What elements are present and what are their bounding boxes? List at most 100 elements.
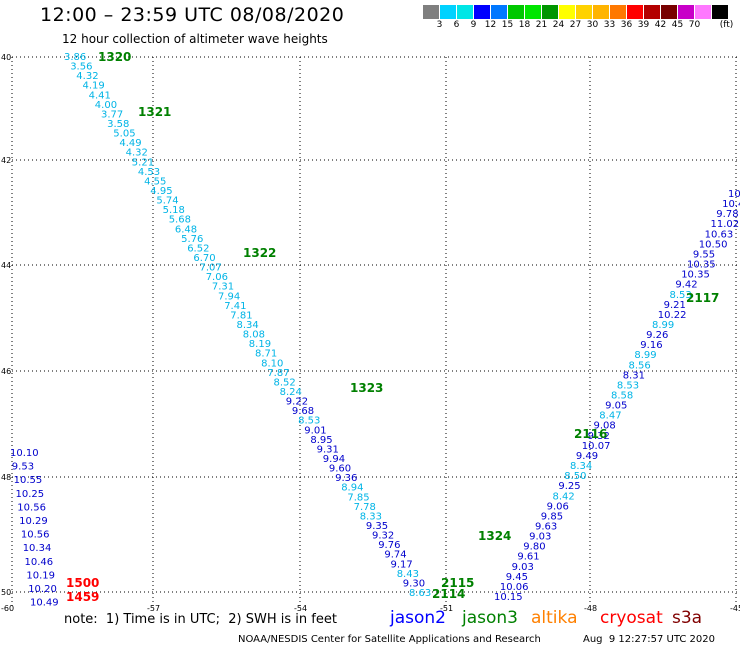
swh-value: 4.95 [150,186,172,197]
swh-value: 8.10 [261,358,283,369]
swh-value: 9.94 [323,454,345,465]
swh-value: 8.42 [553,491,575,502]
swh-value: 10.07 [582,441,611,452]
swh-value: 10 [728,189,740,200]
swh-value: 10.10 [10,448,39,459]
swh-value: 10.06 [500,582,529,593]
swh-value: 9.17 [391,559,413,570]
swh-value: 8.43 [397,569,419,580]
swh-value: 6.70 [193,253,215,264]
swh-value: 8.94 [341,483,363,494]
swh-value: 7.78 [354,502,376,513]
color-swatch [440,5,457,19]
swh-value: 9.22 [286,397,308,408]
swh-value: 8.08 [243,330,265,341]
swh-value: 10.20 [28,584,57,595]
swh-value: 9.30 [403,578,425,589]
swh-value: 9.55 [693,249,715,260]
pass-time-label: 2116 [574,427,607,441]
color-swatch [576,5,593,19]
swh-value: 9.06 [547,501,569,512]
swh-value: 8.95 [310,435,332,446]
swh-value: 10.15 [494,592,523,603]
lat-label: 42 [1,156,11,165]
swh-value: 9.01 [304,425,326,436]
scale-tick-label: 39 [637,20,650,30]
swh-value: 4.00 [95,100,117,111]
pass-time-label: 1323 [350,381,383,395]
color-swatch [559,5,576,19]
swh-value: 5.21 [132,157,154,168]
lat-label: 46 [1,367,11,376]
pass-time-label: 2117 [686,291,719,305]
swh-value: 8.19 [249,339,271,350]
satellite-label-jason3: jason3 [462,608,518,628]
swh-value: 10.35 [681,270,710,281]
scale-tick-label: 3 [436,20,443,30]
scale-tick-label: 9 [470,20,477,30]
lon-label: -54 [294,604,307,613]
swh-value: 9.63 [535,522,557,533]
lat-label: 40 [1,53,11,62]
swh-value: 10.55 [14,475,43,486]
color-swatch [474,5,491,19]
swh-value: 8.53 [298,416,320,427]
swh-value: 7.81 [230,310,252,321]
swh-value: 4.32 [76,71,98,82]
swh-value: 6.48 [175,224,197,235]
swh-value: 9.74 [384,550,406,561]
swh-value: 4.49 [119,138,141,149]
swh-value: 5.74 [156,196,178,207]
swh-value: 9.85 [541,511,563,522]
scale-tick-label: 24 [552,20,565,30]
satellite-label-s3a: s3a [672,608,703,628]
swh-value: 5.05 [113,129,135,140]
scale-tick-label: 6 [453,20,460,30]
swh-value: 8.71 [255,349,277,360]
lon-label: -60 [1,604,14,613]
swh-value: 8.33 [360,511,382,522]
satellite-label-altika: altika [531,608,578,628]
satellite-label-jason2: jason2 [390,608,446,628]
lat-label: 48 [1,473,11,482]
swh-value: 10.19 [26,570,55,581]
swh-value: 9.31 [317,444,339,455]
swh-value: 11.02 [711,219,740,230]
color-swatch [610,5,627,19]
swh-value: 9.49 [576,451,598,462]
color-scale-labels: (ft) 3 6 9 12 15 18 21 24 27 30 33 36 39 42 45 70 [423,19,734,31]
swh-value: 8.56 [629,360,651,371]
pass-time-label: 1321 [138,105,171,119]
swh-value: 9.61 [517,552,539,563]
color-swatch [593,5,610,19]
scale-tick-label: 21 [535,20,548,30]
swh-value: 10.35 [687,260,716,271]
swh-value: 4.19 [83,81,105,92]
swh-value: 8.53 [670,290,692,301]
scale-tick-label: 27 [569,20,582,30]
swh-value: 7.87 [267,368,289,379]
swh-value: 4.32 [126,148,148,159]
footer-credit: NOAA/NESDIS Center for Satellite Applica… [238,634,541,645]
swh-value: 6.52 [187,243,209,254]
pass-time-label: 1322 [243,246,276,260]
lon-label: -57 [147,604,160,613]
scale-tick-label: 36 [620,20,633,30]
swh-value: 9.76 [378,540,400,551]
lon-label: -51 [440,604,453,613]
swh-value: 8.47 [599,411,621,422]
swh-value: 10.22 [658,310,687,321]
swh-value: 9.26 [646,330,668,341]
swh-value: 7.94 [218,291,240,302]
swh-value: 8.58 [611,391,633,402]
lat-label: 50 [1,588,11,597]
swh-value: 4.55 [144,176,166,187]
lon-label: -48 [584,604,597,613]
scale-tick-label: 45 [671,20,684,30]
swh-value: 9.32 [372,531,394,542]
pass-time-label: 2115 [441,576,474,590]
swh-value: 7.07 [200,263,222,274]
swh-value: 8.34 [570,461,592,472]
swh-value: 3.58 [107,119,129,130]
color-swatch [508,5,525,19]
